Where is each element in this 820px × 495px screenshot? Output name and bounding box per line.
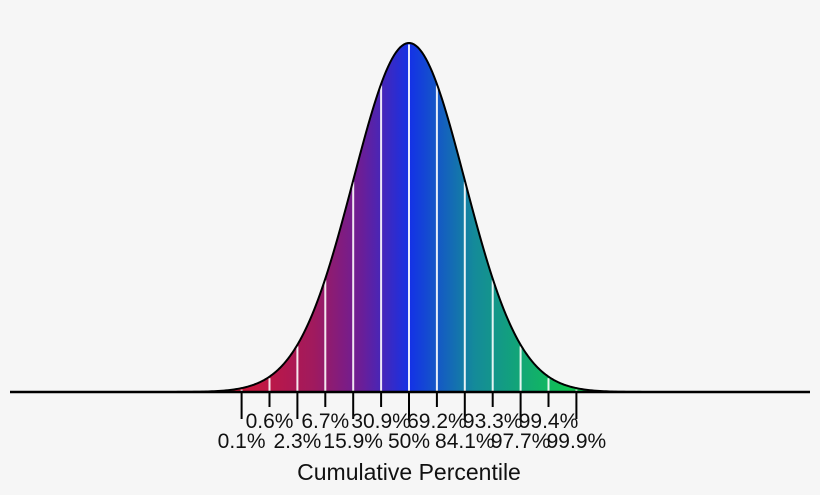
- x-axis-title: Cumulative Percentile: [297, 459, 521, 485]
- tick-label: 84.1%: [435, 430, 495, 453]
- tick-label: 97.7%: [491, 430, 551, 453]
- tick-label: 99.9%: [547, 430, 607, 453]
- tick-label: 0.6%: [246, 410, 294, 433]
- tick-label: 15.9%: [323, 430, 383, 453]
- tick-label: 93.3%: [463, 410, 523, 433]
- tick-label: 69.2%: [407, 410, 467, 433]
- tick-label: 30.9%: [351, 410, 411, 433]
- x-axis-ticks: [240, 392, 578, 419]
- tick-label: 50%: [388, 430, 430, 453]
- x-axis-tick-labels: 0.1%0.6%2.3%6.7%15.9%30.9%50%69.2%84.1%9…: [218, 410, 607, 453]
- tick-label: 0.1%: [218, 430, 266, 453]
- bell-curve-area: [10, 42, 810, 393]
- tick-label: 2.3%: [273, 430, 321, 453]
- tick-label: 99.4%: [519, 410, 579, 433]
- sd-divider-lines: [240, 44, 578, 392]
- tick-label: 6.7%: [301, 410, 349, 433]
